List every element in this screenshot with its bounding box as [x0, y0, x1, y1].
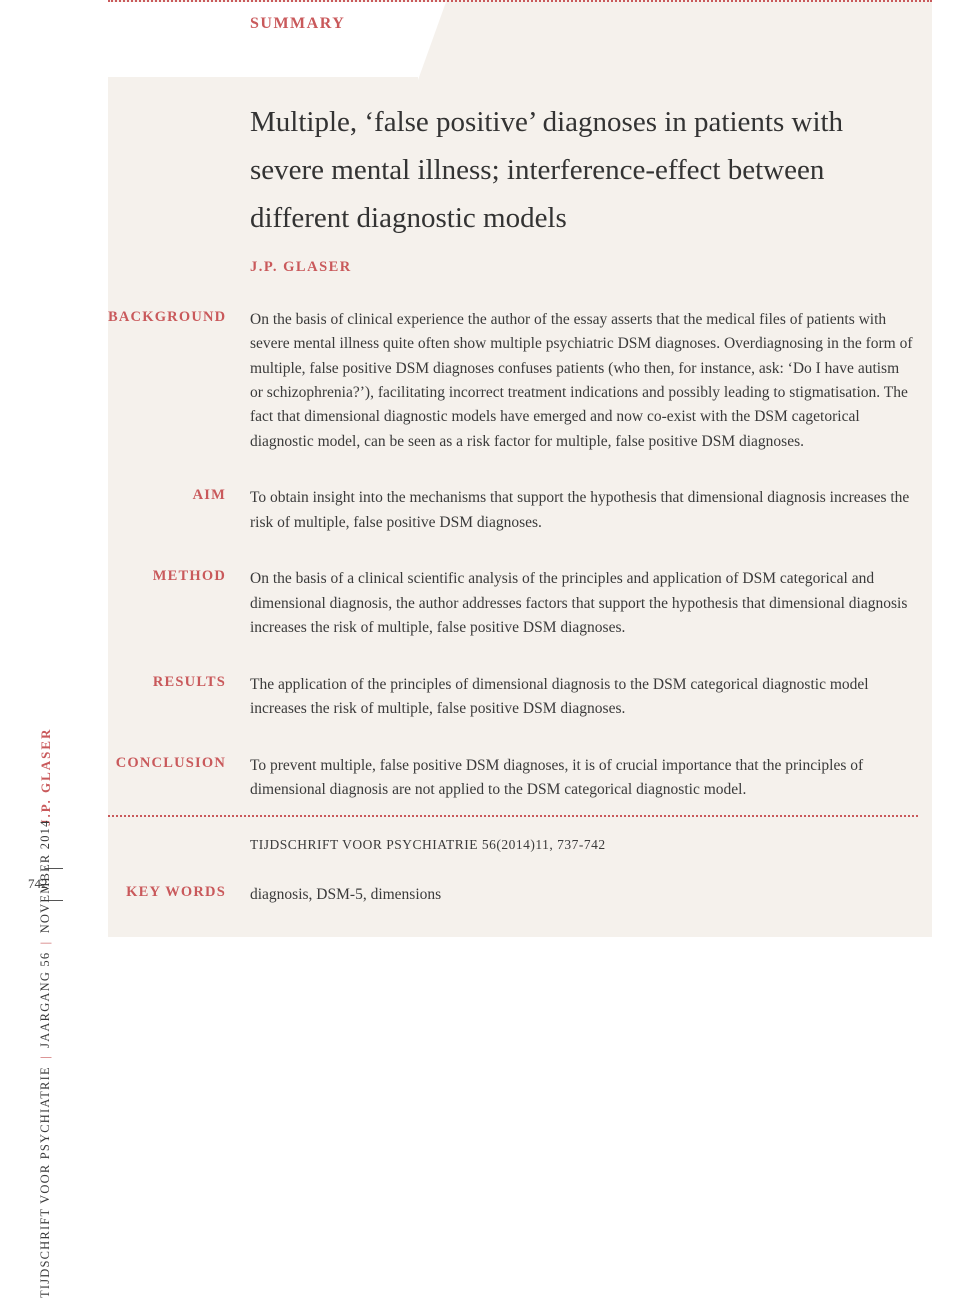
side-journal-vertical: TIJDSCHRIFT VOOR PSYCHIATRIE | JAARGANG … [38, 819, 53, 1298]
dotted-rule-mid [108, 815, 918, 817]
section-body: diagnosis, DSM-5, dimensions [250, 883, 914, 907]
section-label: KEY WORDS [108, 883, 226, 901]
section-keywords: KEY WORDS diagnosis, DSM-5, dimensions [108, 883, 932, 907]
separator-icon: | [38, 938, 52, 948]
separator-icon: | [38, 1052, 52, 1062]
journal-volume: JAARGANG 56 [38, 952, 52, 1048]
section-label: RESULTS [108, 673, 226, 691]
abstract-sections: BACKGROUND On the basis of clinical expe… [108, 308, 932, 908]
section-body: To prevent multiple, false positive DSM … [250, 754, 914, 803]
side-author-vertical: J.P. GLASER [38, 728, 54, 826]
summary-label: SUMMARY [250, 15, 398, 33]
citation-line: TIJDSCHRIFT VOOR PSYCHIATRIE 56(2014)11,… [250, 837, 932, 853]
section-label: BACKGROUND [108, 308, 226, 326]
main-column: SUMMARY Multiple, ‘false positive’ diagn… [108, 0, 932, 937]
journal-name: TIJDSCHRIFT VOOR PSYCHIATRIE [38, 1066, 52, 1298]
section-label: METHOD [108, 567, 226, 585]
page-root: J.P. GLASER 742 TIJDSCHRIFT VOOR PSYCHIA… [0, 0, 960, 1307]
section-label: AIM [108, 486, 226, 504]
section-label: CONCLUSION [108, 754, 226, 772]
article-title: Multiple, ‘false positive’ diagnoses in … [250, 99, 910, 243]
section-conclusion: CONCLUSION To prevent multiple, false po… [108, 754, 932, 803]
section-body: To obtain insight into the mechanisms th… [250, 486, 914, 535]
section-aim: AIM To obtain insight into the mechanism… [108, 486, 932, 535]
summary-tab: SUMMARY [108, 2, 418, 77]
section-body: On the basis of clinical experience the … [250, 308, 914, 455]
section-body: On the basis of a clinical scientific an… [250, 567, 914, 640]
section-background: BACKGROUND On the basis of clinical expe… [108, 308, 932, 455]
section-results: RESULTS The application of the principle… [108, 673, 932, 722]
section-body: The application of the principles of dim… [250, 673, 914, 722]
section-method: METHOD On the basis of a clinical scient… [108, 567, 932, 640]
journal-date: NOVEMBER 2014 [38, 819, 52, 933]
article-author: J.P. GLASER [250, 259, 932, 276]
